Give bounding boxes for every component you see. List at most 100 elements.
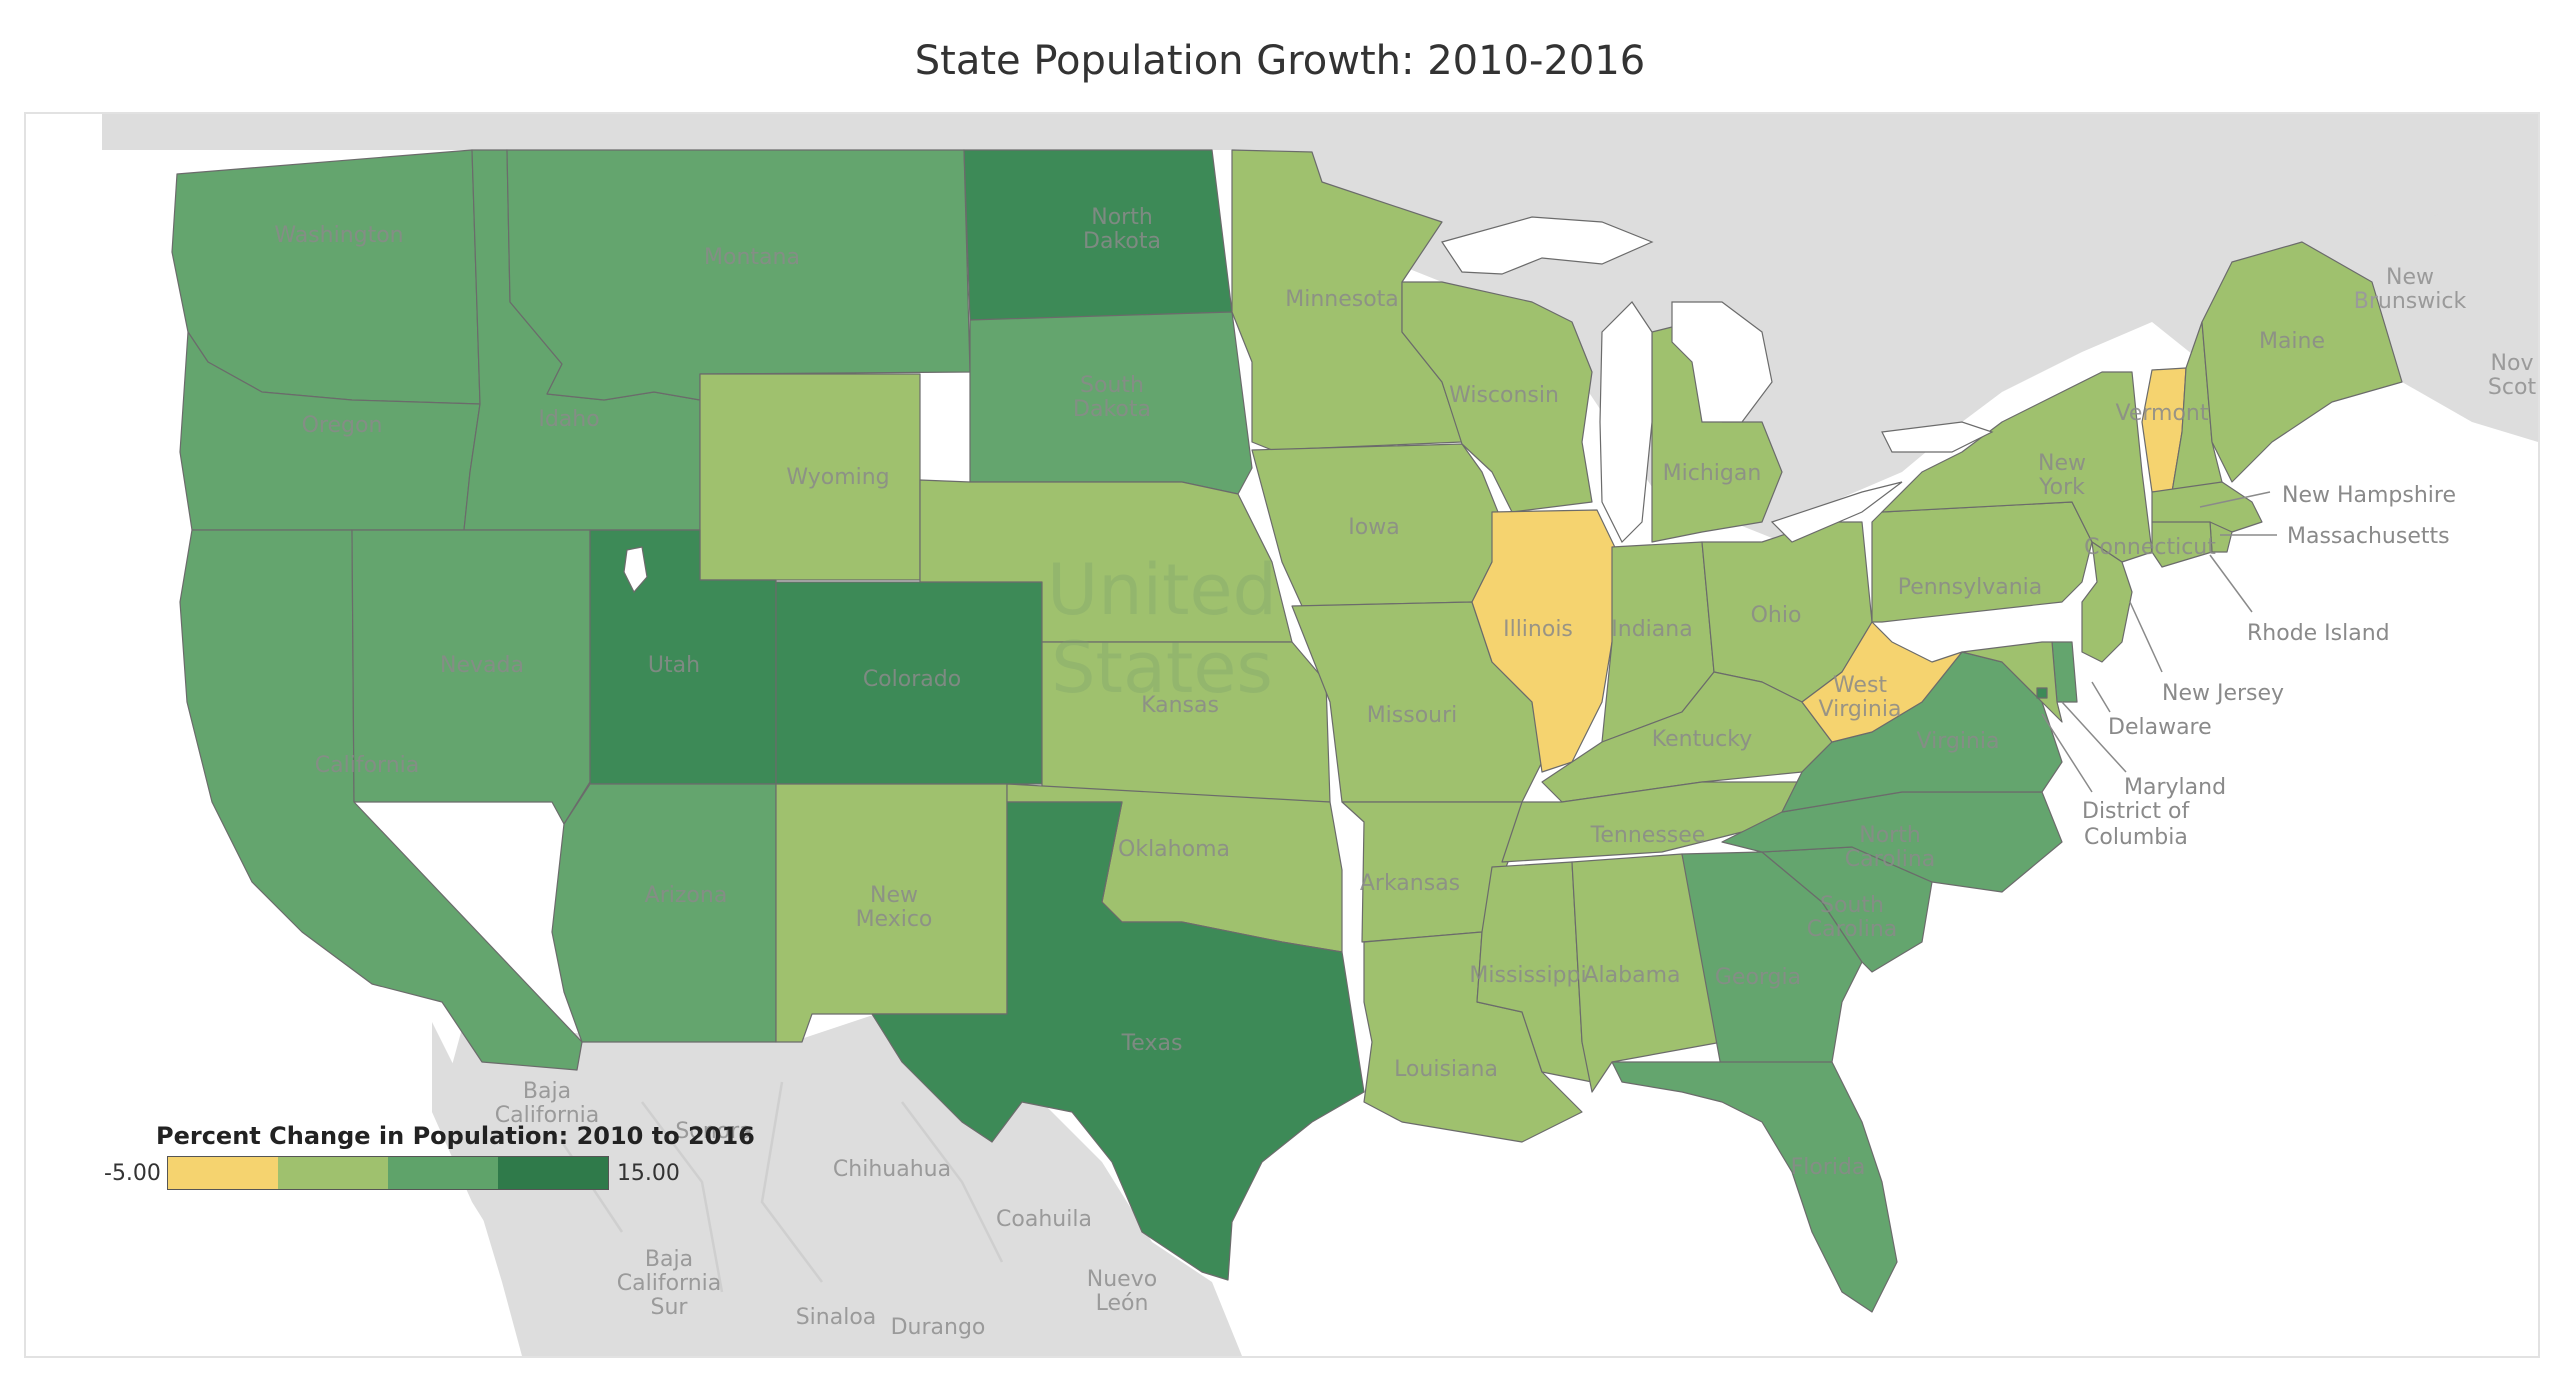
state-label-al: Alabama xyxy=(1583,963,1680,988)
region-durango: Durango xyxy=(891,1315,986,1340)
state-label-az: Arizona xyxy=(645,883,728,908)
state-label-tn: Tennessee xyxy=(1590,823,1706,848)
state-label-ct: Connecticut xyxy=(2084,535,2216,560)
callout-new-jersey: New Jersey xyxy=(2162,681,2284,706)
region-nuevo-leon-1: Nuevo xyxy=(1087,1267,1157,1292)
state-wv[interactable] xyxy=(1801,621,1963,743)
dc-leader xyxy=(2041,713,2093,793)
region-sinaloa: Sinaloa xyxy=(796,1305,877,1330)
state-label-nv: Nevada xyxy=(440,653,524,678)
region-baja-california-sur-1: Baja xyxy=(645,1247,693,1272)
region-coahuila: Coahuila xyxy=(996,1207,1092,1232)
lake-ontario xyxy=(1881,421,1994,453)
state-ks[interactable] xyxy=(1041,641,1331,803)
map-title: State Population Growth: 2010-2016 xyxy=(914,38,1646,84)
callout-rhode-island: Rhode Island xyxy=(2247,621,2390,646)
mexico-state-borders xyxy=(560,1081,1004,1293)
state-ca[interactable] xyxy=(179,529,583,1071)
state-az[interactable] xyxy=(551,783,777,1043)
state-label-mt: Montana xyxy=(704,245,800,270)
callout-delaware: Delaware xyxy=(2108,715,2212,740)
state-label-nc-1: North xyxy=(1859,823,1921,848)
new-jersey-leader xyxy=(2129,601,2163,673)
legend-title: Percent Change in Population: 2010 to 20… xyxy=(156,1122,755,1150)
state-label-wi: Wisconsin xyxy=(1449,383,1559,408)
state-label-mo: Missouri xyxy=(1367,703,1458,728)
region-new-brunswick-1: New xyxy=(2386,265,2434,290)
region-chihuahua: Chihuahua xyxy=(833,1157,951,1182)
state-dc[interactable] xyxy=(2036,687,2048,699)
state-label-wv-2: Virginia xyxy=(1819,697,1902,722)
state-label-sc-1: South xyxy=(1820,893,1884,918)
state-label-va: Virginia xyxy=(1917,729,2000,754)
state-label-sc-2: Carolina xyxy=(1807,917,1898,942)
legend-swatch-3 xyxy=(387,1157,498,1189)
state-label-wa: Washington xyxy=(274,223,403,248)
delaware-leader xyxy=(2091,681,2111,713)
state-md[interactable] xyxy=(1961,641,2063,723)
lakes-layer xyxy=(623,216,1994,594)
new-hampshire-leader xyxy=(2199,491,2271,508)
state-label-ky: Kentucky xyxy=(1652,727,1752,752)
state-label-ks: Kansas xyxy=(1141,693,1219,718)
map-container[interactable]: United States Washington Oregon California… xyxy=(24,112,2540,1358)
region-baja-california-1: Baja xyxy=(523,1079,571,1104)
state-label-wy: Wyoming xyxy=(786,465,889,490)
legend-color-bar xyxy=(166,1156,609,1190)
legend-max-value: 15.00 xyxy=(616,1160,680,1186)
state-label-tx: Texas xyxy=(1121,1031,1183,1056)
state-label-il: Illinois xyxy=(1503,617,1573,642)
state-label-id: Idaho xyxy=(538,407,599,432)
state-label-vt: Vermont xyxy=(2116,401,2209,426)
state-nj[interactable] xyxy=(2081,541,2133,663)
state-label-mn: Minnesota xyxy=(1285,287,1399,312)
state-label-nd-2: Dakota xyxy=(1083,229,1161,254)
state-me[interactable] xyxy=(2201,241,2403,483)
state-label-ok: Oklahoma xyxy=(1118,837,1230,862)
state-label-fl: Florida xyxy=(1791,1155,1866,1180)
region-new-brunswick-2: Brunswick xyxy=(2354,289,2467,314)
state-wa[interactable] xyxy=(171,149,481,405)
state-label-wv-1: West xyxy=(1833,673,1887,698)
atlantic-canada-land xyxy=(2352,212,2538,442)
state-wi[interactable] xyxy=(1401,281,1593,513)
state-label-nm-2: Mexico xyxy=(856,907,933,932)
state-label-nc-2: Carolina xyxy=(1845,847,1936,872)
state-mt[interactable] xyxy=(506,149,971,401)
region-nuevo-leon-2: León xyxy=(1096,1291,1149,1316)
state-label-me: Maine xyxy=(2259,329,2325,354)
state-label-in: Indiana xyxy=(1611,617,1692,642)
lake-superior xyxy=(1441,216,1654,275)
legend-min-value: -5.00 xyxy=(104,1160,161,1186)
lake-erie xyxy=(1770,481,1903,543)
state-label-sd-1: South xyxy=(1080,373,1144,398)
state-ct[interactable] xyxy=(2151,521,2213,568)
state-label-co: Colorado xyxy=(863,667,961,692)
states-layer[interactable] xyxy=(171,149,2403,1313)
state-labels-layer: Washington Oregon California Idaho Nevada Mon… xyxy=(274,205,2325,1180)
state-label-ca: California xyxy=(315,753,419,778)
great-salt-lake xyxy=(623,546,648,594)
state-label-sd-2: Dakota xyxy=(1073,397,1151,422)
country-label-line1: United xyxy=(1047,549,1277,631)
state-fl[interactable] xyxy=(1611,1061,1898,1313)
choropleth-map[interactable]: United States Washington Oregon California… xyxy=(26,114,2538,1356)
callout-maryland: Maryland xyxy=(2124,775,2226,800)
region-labels-layer: New Brunswick Nov Scot Baja California S… xyxy=(495,265,2537,1340)
legend-row: -5.00 15.00 xyxy=(104,1156,755,1190)
state-tx[interactable] xyxy=(871,801,1365,1281)
mexico-land xyxy=(442,992,1242,1356)
region-nova-scotia-2: Scot xyxy=(2488,375,2537,400)
state-label-ga: Georgia xyxy=(1715,965,1801,990)
region-baja-california-2: California xyxy=(495,1103,599,1128)
state-label-ar: Arkansas xyxy=(1360,871,1460,896)
region-baja-california-sur-3: Sur xyxy=(651,1295,689,1320)
state-label-oh: Ohio xyxy=(1751,603,1802,628)
legend-swatch-1 xyxy=(167,1157,278,1189)
callout-massachusetts: Massachusetts xyxy=(2287,524,2450,549)
state-label-ms: Mississippi xyxy=(1469,963,1586,988)
state-label-ut: Utah xyxy=(648,653,700,678)
color-legend: Percent Change in Population: 2010 to 20… xyxy=(104,1122,755,1190)
state-label-ia: Iowa xyxy=(1348,515,1399,540)
callout-dc-line1: District of xyxy=(2082,799,2190,824)
